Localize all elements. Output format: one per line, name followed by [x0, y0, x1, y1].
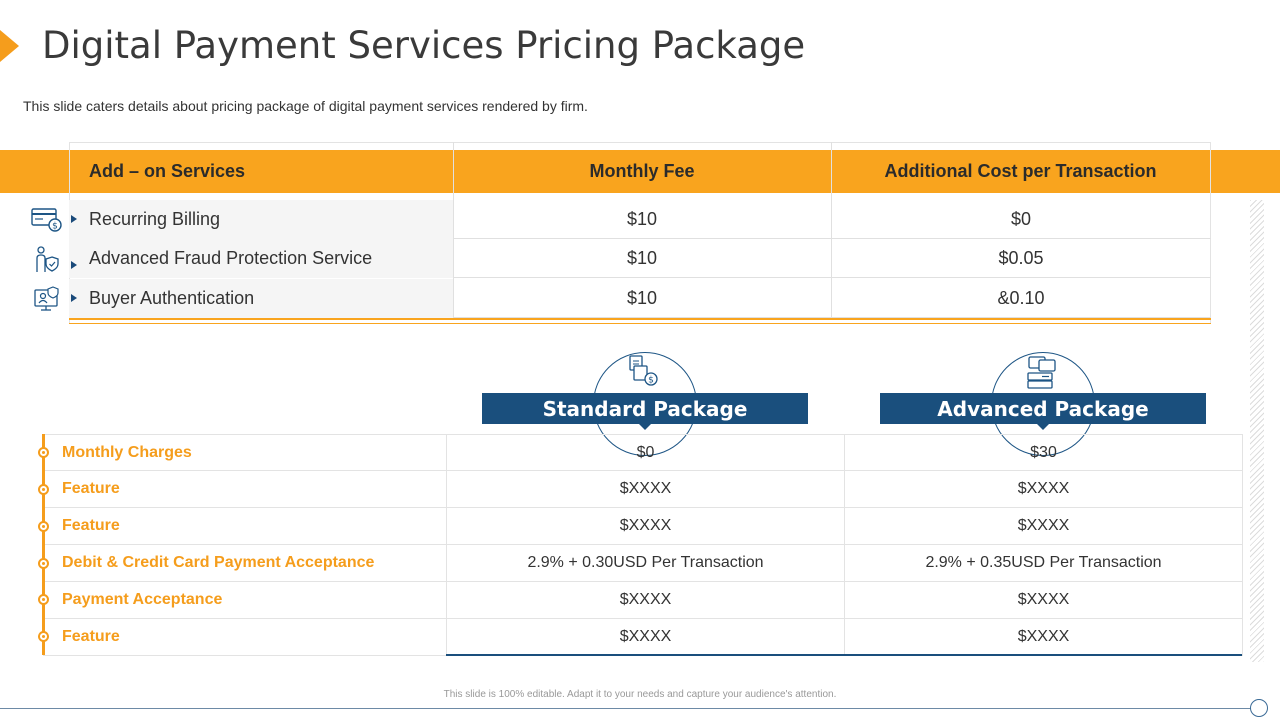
table-row: Feature $XXXX $XXXX [43, 508, 1243, 545]
addon-col-divider [831, 142, 832, 318]
standard-package-label: Standard Package [482, 393, 808, 424]
addon-header-service: Add – on Services [89, 161, 246, 181]
advanced-package-icon [1027, 356, 1056, 389]
table-bottom-rule [446, 654, 1242, 656]
svg-text:$: $ [52, 222, 58, 232]
advanced-value: $XXXX [844, 619, 1243, 655]
standard-value: $XXXX [446, 619, 844, 655]
buyer-authentication-icon [34, 286, 59, 311]
standard-package-pointer [639, 424, 651, 430]
fraud-protection-icon [36, 246, 59, 272]
bullet-dot-icon [38, 558, 49, 569]
addon-service-name: Buyer Authentication [89, 288, 255, 308]
addon-row-label-bg [69, 239, 453, 278]
addon-col-divider [453, 142, 454, 318]
addon-header-fee: Monthly Fee [589, 161, 695, 181]
standard-value: $0 [446, 435, 844, 470]
table-row: Feature $XXXX $XXXX [43, 471, 1243, 508]
row-label: Feature [62, 628, 120, 645]
addon-monthly-fee: $10 [626, 209, 658, 229]
bullet-dot-icon [38, 594, 49, 605]
row-label: Debit & Credit Card Payment Acceptance [62, 554, 375, 571]
bullet-dot-icon [38, 521, 49, 532]
addon-monthly-fee: $10 [626, 288, 658, 308]
svg-text:$: $ [648, 376, 654, 386]
standard-value: 2.9% + 0.30USD Per Transaction [446, 545, 844, 581]
addon-transaction-cost: $0.05 [998, 248, 1044, 268]
standard-value: $XXXX [446, 582, 844, 618]
row-label: Feature [62, 480, 120, 497]
row-label: Feature [62, 517, 120, 534]
bullet-dot-icon [38, 484, 49, 495]
addon-table-bottom-rule [69, 318, 1211, 324]
table-row: Feature $XXXX $XXXX [43, 619, 1243, 656]
standard-value: $XXXX [446, 508, 844, 544]
table-row: Monthly Charges $0 $30 [43, 434, 1243, 471]
page-subtitle: This slide caters details about pricing … [23, 98, 588, 114]
row-marker-icon [71, 215, 77, 223]
footer-note: This slide is 100% editable. Adapt it to… [443, 689, 837, 700]
row-label: Monthly Charges [62, 443, 192, 461]
addon-row-label-bg [69, 279, 453, 318]
addon-monthly-fee: $10 [626, 248, 658, 268]
decorative-hatch-strip [1250, 200, 1264, 662]
advanced-package-label: Advanced Package [880, 393, 1206, 424]
table-row: Debit & Credit Card Payment Acceptance 2… [43, 545, 1243, 582]
addon-row: Buyer Authentication $10 &0.10 [69, 279, 1211, 318]
addon-row: Recurring Billing $10 $0 [69, 200, 1211, 239]
billing-icon: $ [31, 208, 62, 232]
addon-row-label-bg [69, 200, 453, 239]
standard-value: $XXXX [446, 471, 844, 507]
advanced-value: $XXXX [844, 582, 1243, 618]
page-title: Digital Payment Services Pricing Package [42, 24, 806, 67]
package-comparison-table: Monthly Charges $0 $30 Feature $XXXX $XX… [43, 434, 1243, 656]
row-label: Payment Acceptance [62, 591, 223, 608]
advanced-package-pointer [1037, 424, 1049, 430]
addon-service-name: Advanced Fraud Protection Service [89, 248, 373, 268]
advanced-value: 2.9% + 0.35USD Per Transaction [844, 545, 1243, 581]
addon-transaction-cost: &0.10 [997, 288, 1045, 308]
addon-header-cost: Additional Cost per Transaction [884, 161, 1157, 181]
bullet-dot-icon [38, 631, 49, 642]
addon-row: Advanced Fraud Protection Service $10 $0… [69, 239, 1211, 278]
title-accent-triangle [0, 30, 19, 62]
addon-transaction-cost: $0 [1010, 209, 1032, 229]
standard-package-icon: $ [629, 355, 658, 386]
bullet-dot-icon [38, 447, 49, 458]
row-marker-icon [71, 261, 77, 269]
addon-service-name: Recurring Billing [89, 209, 221, 229]
table-row: Payment Acceptance $XXXX $XXXX [43, 582, 1243, 619]
advanced-value: $XXXX [844, 471, 1243, 507]
footer-rule [0, 708, 1254, 709]
advanced-value: $XXXX [844, 508, 1243, 544]
addon-header-band [0, 150, 1280, 193]
timeline-bar [42, 434, 45, 655]
row-marker-icon [71, 294, 77, 302]
advanced-value: $30 [844, 435, 1243, 470]
footer-circle-icon [1250, 699, 1268, 717]
